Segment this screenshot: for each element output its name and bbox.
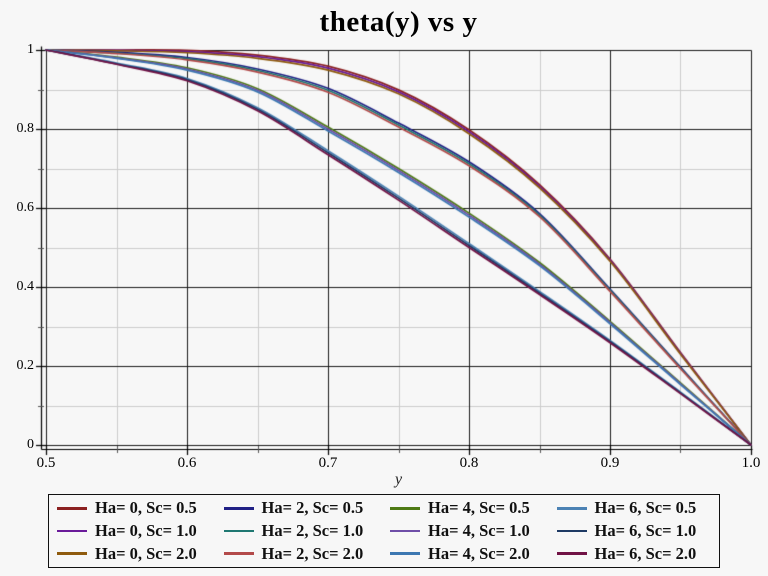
legend-line-swatch xyxy=(390,507,420,510)
y-tick-label: 0 xyxy=(27,437,34,452)
legend-label: Ha= 0, Sc= 2.0 xyxy=(95,543,197,563)
legend-entry: Ha= 6, Sc= 1.0 xyxy=(551,521,718,541)
legend-entry: Ha= 4, Sc= 2.0 xyxy=(384,544,551,564)
x-tick-label: 0.5 xyxy=(36,455,56,471)
legend-line-swatch xyxy=(390,529,420,533)
y-tick-label: 0.8 xyxy=(16,121,35,136)
legend-label: Ha= 2, Sc= 1.0 xyxy=(261,520,364,540)
x-tick-label: 0.6 xyxy=(177,455,197,471)
x-tick-label: 1.0 xyxy=(741,455,761,471)
chart-title: theta(y) vs y xyxy=(319,6,478,38)
legend-label: Ha= 0, Sc= 1.0 xyxy=(95,520,197,540)
legend-label: Ha= 0, Sc= 0.5 xyxy=(95,498,197,518)
legend-entry: Ha= 0, Sc= 2.0 xyxy=(51,544,218,564)
legend-label: Ha= 2, Sc= 0.5 xyxy=(261,498,364,518)
legend-label: Ha= 6, Sc= 0.5 xyxy=(594,498,697,518)
legend-line-swatch xyxy=(223,529,254,533)
legend-line-swatch xyxy=(390,552,420,555)
legend-line-swatch xyxy=(223,552,254,555)
legend-box: Ha= 0, Sc= 0.5 Ha= 2, Sc= 0.5 Ha= 4, Sc= 0… xyxy=(48,494,720,568)
legend-label: Ha= 6, Sc= 2.0 xyxy=(594,543,697,563)
legend-line-swatch xyxy=(57,507,87,510)
legend-line-swatch xyxy=(57,552,87,555)
legend-line-swatch xyxy=(223,507,254,510)
y-tick-label: 0.4 xyxy=(16,279,35,294)
x-axis-title: y xyxy=(394,471,403,488)
legend-line-swatch xyxy=(556,529,587,533)
legend-line-swatch xyxy=(556,507,587,510)
legend-entry: Ha= 2, Sc= 2.0 xyxy=(218,544,385,564)
legend-entry: Ha= 2, Sc= 1.0 xyxy=(218,521,385,541)
legend-entry: Ha= 4, Sc= 1.0 xyxy=(384,521,551,541)
x-tick-label: 0.9 xyxy=(600,455,620,471)
legend-entry: Ha= 6, Sc= 2.0 xyxy=(551,544,718,564)
legend-label: Ha= 6, Sc= 1.0 xyxy=(594,520,697,540)
legend-label: Ha= 4, Sc= 0.5 xyxy=(428,498,530,518)
x-tick-label: 0.7 xyxy=(318,455,338,471)
legend-line-swatch xyxy=(57,529,87,533)
legend-entry: Ha= 0, Sc= 1.0 xyxy=(51,521,218,541)
x-tick-label: 0.8 xyxy=(459,455,479,471)
y-tick-label: 1 xyxy=(27,42,34,57)
legend-label: Ha= 4, Sc= 2.0 xyxy=(428,543,530,563)
legend-entry: Ha= 0, Sc= 0.5 xyxy=(51,498,218,518)
legend-line-swatch xyxy=(556,552,587,555)
legend-label: Ha= 2, Sc= 2.0 xyxy=(261,543,364,563)
y-tick-label: 0.6 xyxy=(16,200,35,215)
legend-entry: Ha= 4, Sc= 0.5 xyxy=(384,498,551,518)
legend-label: Ha= 4, Sc= 1.0 xyxy=(428,520,530,540)
legend-entry: Ha= 2, Sc= 0.5 xyxy=(218,498,385,518)
legend-entry: Ha= 6, Sc= 0.5 xyxy=(551,498,718,518)
y-tick-label: 0.2 xyxy=(16,358,35,373)
